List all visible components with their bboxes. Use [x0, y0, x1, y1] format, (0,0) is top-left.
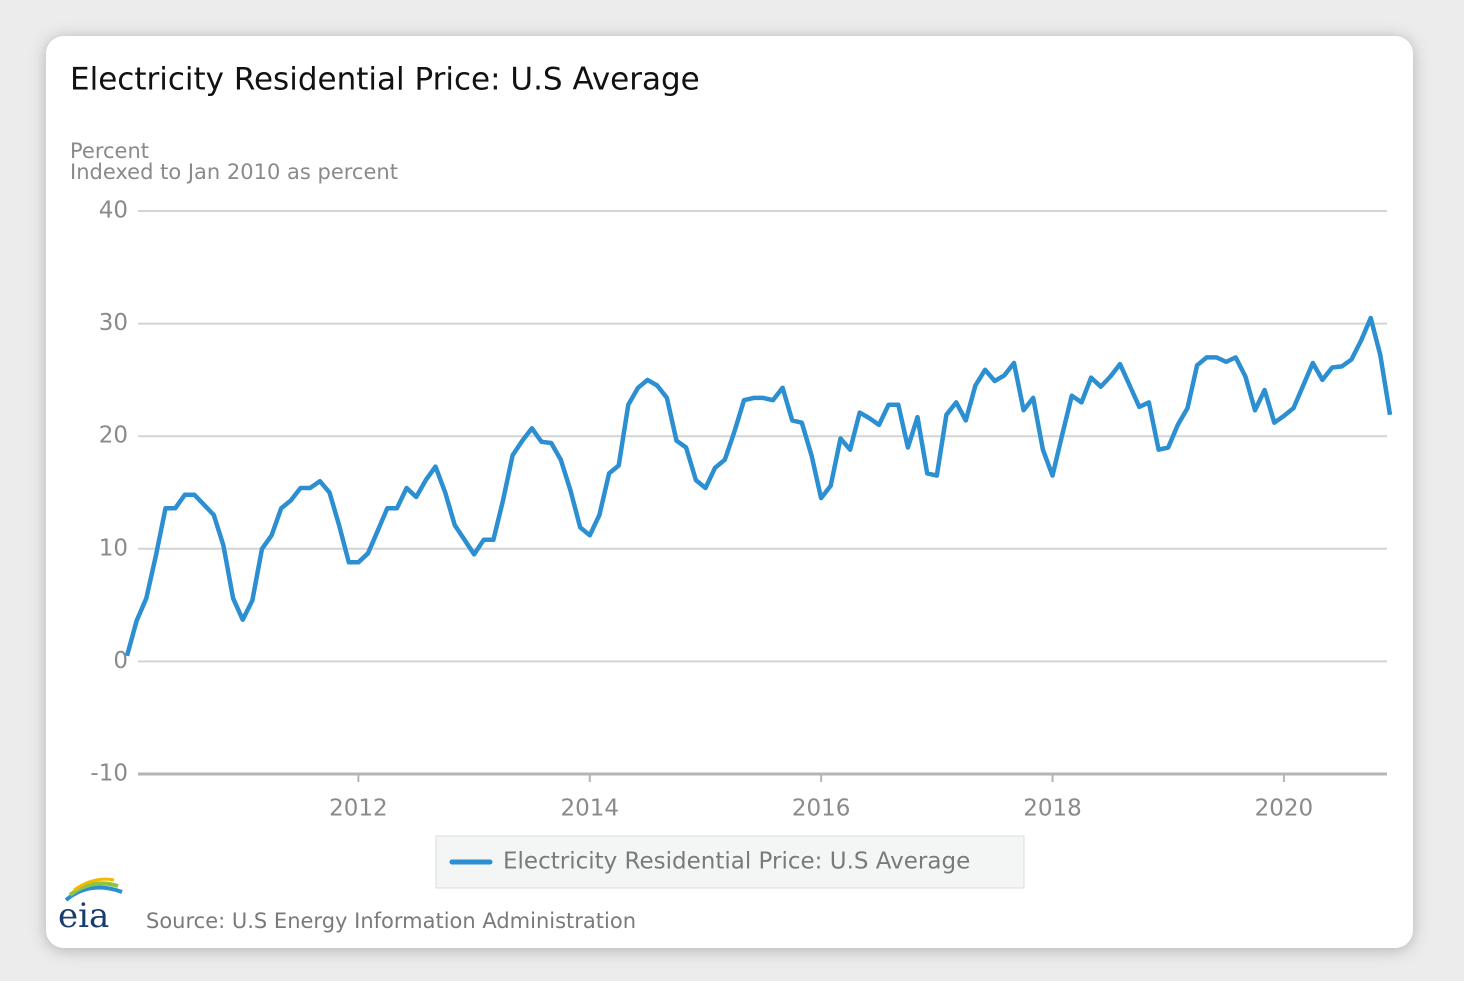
logo-text: eia: [58, 896, 109, 936]
legend-label: Electricity Residential Price: U.S Avera…: [503, 849, 970, 875]
x-tick-label: 2012: [329, 796, 388, 822]
x-tick-label: 2014: [560, 796, 619, 822]
y-tick-label: 30: [99, 310, 128, 336]
legend: [435, 835, 1025, 889]
y-tick-label: -10: [90, 761, 128, 787]
y-tick-label: 20: [99, 423, 128, 449]
card: [46, 36, 1413, 948]
y-tick-label: 40: [99, 198, 128, 224]
y-tick-label: 0: [113, 648, 128, 674]
y-tick-label: 10: [99, 535, 128, 561]
logo: eia: [58, 877, 123, 936]
logo-arc: [73, 877, 115, 892]
x-tick-label: 2018: [1023, 796, 1082, 822]
logo-arc: [68, 881, 119, 897]
source: Source: U.S Energy Information Administr…: [146, 909, 636, 933]
logo-arc: [64, 885, 123, 902]
x-tick-label: 2016: [792, 796, 851, 822]
series-line: [124, 315, 1393, 657]
y-label: Percent: [70, 139, 149, 163]
y-sublabel: Indexed to Jan 2010 as percent: [70, 160, 398, 184]
x-tick-label: 2020: [1255, 796, 1314, 822]
chart-title: Electricity Residential Price: U.S Avera…: [70, 62, 700, 98]
